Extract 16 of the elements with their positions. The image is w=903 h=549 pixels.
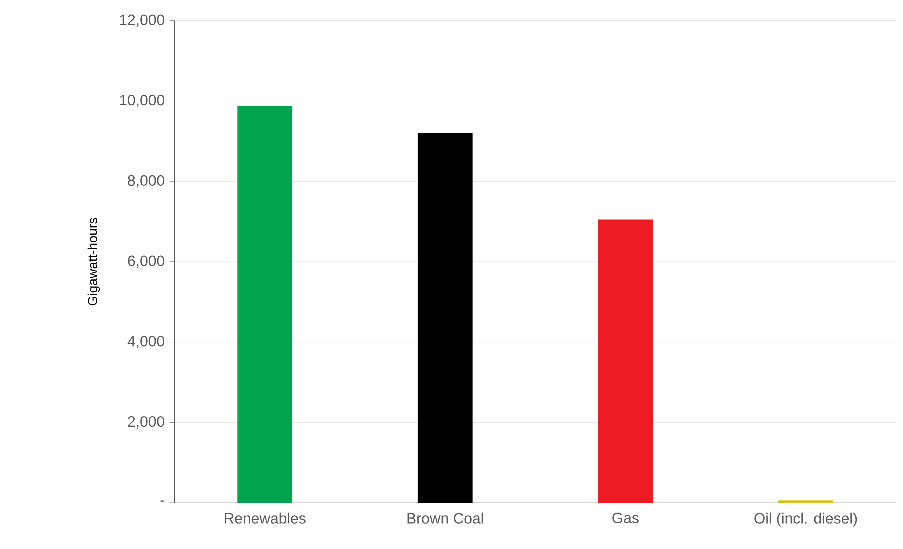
x-tick-label: Gas <box>612 512 639 524</box>
y-tick-label: 8,000 <box>128 176 164 188</box>
bar <box>418 134 473 504</box>
x-tick-label: Renewables <box>224 512 306 524</box>
y-tick-label: - <box>160 500 164 502</box>
bar <box>238 106 293 504</box>
x-tick-label: Brown Coal <box>408 512 484 524</box>
y-tick-label: 10,000 <box>120 95 164 108</box>
y-tick-label: 4,000 <box>128 336 164 349</box>
bar <box>598 220 654 504</box>
bar <box>778 500 834 504</box>
y-axis-title: Gigawatt-hours <box>88 218 100 306</box>
y-tick-label: 12,000 <box>120 14 164 28</box>
y-tick-label: 6,000 <box>128 256 164 268</box>
x-tick-label: Oil (incl. diesel) <box>754 512 858 527</box>
y-tick-label: 2,000 <box>128 416 164 429</box>
